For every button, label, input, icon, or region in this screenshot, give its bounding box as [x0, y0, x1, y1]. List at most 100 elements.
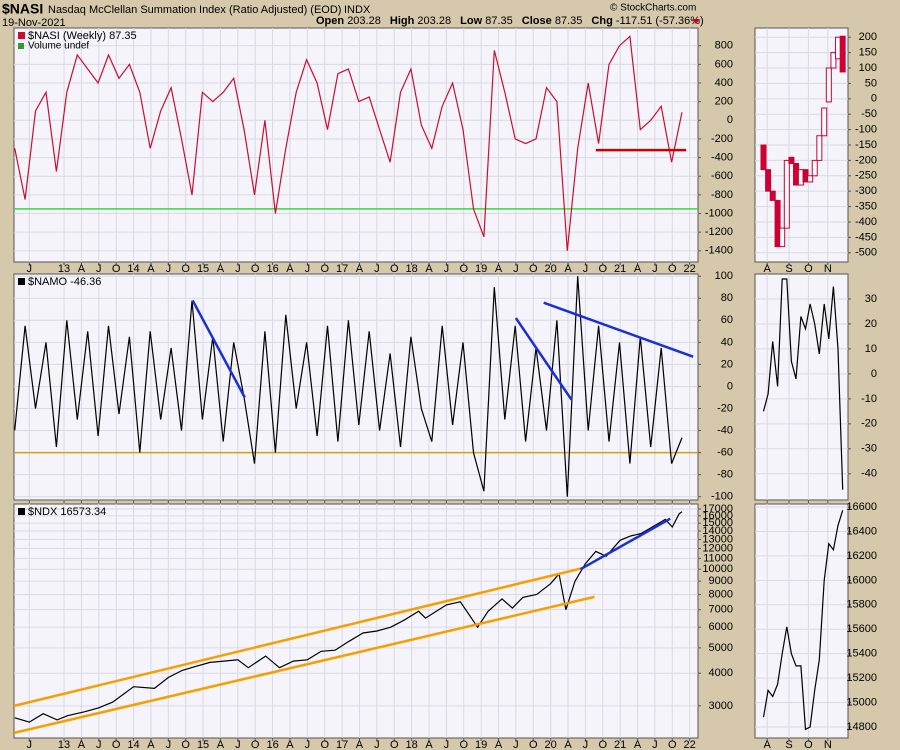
x-tick-label: A: [147, 263, 155, 275]
y-tick-label: -1400: [705, 245, 733, 257]
y-tick-label: -10: [861, 393, 877, 405]
candle-body: [769, 190, 776, 201]
x-tick-label: A: [564, 739, 572, 750]
x-tick-label: O: [459, 739, 468, 750]
x-tick-label: O: [320, 739, 329, 750]
y-tick-label: 15000: [702, 517, 733, 529]
quote: Open 203.28 High 203.28 Low 87.35 Close …: [316, 15, 704, 27]
x-tick-label: O: [598, 739, 607, 750]
y-tick-label: 600: [715, 58, 733, 70]
y-tick-label: 17000: [702, 503, 733, 515]
candle-body: [760, 144, 767, 171]
x-tick-label: J: [652, 739, 658, 750]
chart-title: Nasdaq McClellan Summation Index (Ratio …: [48, 4, 341, 16]
y-tick-label: -20: [861, 418, 877, 430]
candle-body: [830, 52, 837, 69]
x-tick-label: N: [824, 739, 832, 750]
y-tick-label: -350: [855, 200, 877, 212]
x-tick-label: A: [217, 263, 225, 275]
x-tick-label: O: [251, 263, 260, 275]
y-tick-label: -500: [855, 247, 877, 259]
legend-label: $NAMO -46.36: [28, 276, 101, 288]
x-tick-label: J: [652, 263, 658, 275]
y-tick-label: 12000: [702, 542, 733, 554]
series-line: [14, 511, 683, 723]
y-tick-label: 6000: [709, 621, 733, 633]
x-tick-label: 16: [266, 739, 278, 750]
y-tick-label: 4000: [709, 667, 733, 679]
x-tick-label: A: [634, 739, 642, 750]
x-tick-label: J: [96, 739, 102, 750]
x-tick-label: 21: [614, 739, 626, 750]
series-line: [14, 35, 683, 251]
y-tick-label: 15000: [846, 696, 877, 708]
y-tick-label: 30: [865, 293, 877, 305]
x-tick-label: 16: [266, 263, 278, 275]
x-tick-label: 18: [405, 263, 417, 275]
y-tick-label: -20: [717, 402, 733, 414]
candle-body: [811, 159, 818, 177]
x-tick-label: S: [785, 739, 792, 750]
y-tick-label: -80: [717, 469, 733, 481]
x-tick-label: J: [513, 263, 519, 275]
x-tick-label: O: [668, 739, 677, 750]
y-tick-label: 11000: [703, 552, 733, 564]
credit: © StockCharts.com: [610, 3, 696, 14]
x-tick-label: J: [166, 739, 172, 750]
x-tick-label: J: [444, 739, 450, 750]
y-tick-label: 3000: [709, 700, 733, 712]
x-tick-label: J: [374, 263, 380, 275]
y-tick-label: -200: [855, 154, 877, 166]
x-tick-label: J: [27, 739, 33, 750]
x-tick-label: J: [583, 739, 589, 750]
legend-swatch: [18, 508, 25, 515]
y-tick-label: 150: [859, 47, 877, 59]
legend-swatch: [18, 32, 25, 39]
x-tick-label: A: [286, 739, 294, 750]
x-tick-label: O: [804, 739, 813, 750]
y-tick-label: 15400: [846, 648, 877, 660]
x-tick-label: J: [235, 263, 241, 275]
x-tick-label: J: [166, 263, 172, 275]
x-tick-label: O: [112, 739, 121, 750]
y-tick-label: 14800: [846, 721, 877, 733]
panel: [13, 503, 699, 739]
x-tick-label: A: [763, 263, 771, 275]
y-tick-label: 80: [721, 292, 733, 304]
y-tick-label: 14000: [702, 525, 733, 537]
legend-label: Volume undef: [28, 41, 89, 52]
panel: [754, 503, 849, 739]
quote-label: Close: [522, 15, 552, 27]
x-tick-label: 20: [545, 263, 557, 275]
x-tick-label: O: [529, 739, 538, 750]
quote-value: -117.51 (-57.36%): [616, 15, 704, 27]
x-tick-label: 13: [58, 739, 70, 750]
down-arrow: [692, 19, 700, 24]
y-tick-label: 20: [865, 318, 877, 330]
y-tick-label: -60: [717, 447, 733, 459]
x-tick-label: O: [390, 739, 399, 750]
x-tick-label: O: [668, 263, 677, 275]
x-tick-label: 22: [684, 739, 696, 750]
y-tick-label: -1200: [705, 226, 733, 238]
candle-body: [825, 67, 832, 103]
x-tick-label: O: [598, 263, 607, 275]
x-tick-label: O: [181, 739, 190, 750]
y-tick-label: -600: [711, 170, 733, 182]
x-tick-label: A: [763, 739, 771, 750]
y-tick-label: 16200: [846, 550, 877, 562]
panel: [13, 273, 699, 501]
x-tick-label: A: [425, 263, 433, 275]
y-tick-label: 20: [721, 358, 733, 370]
trendline: [543, 301, 694, 358]
x-tick-label: J: [96, 263, 102, 275]
x-tick-label: 15: [197, 263, 209, 275]
y-tick-label: 16000: [846, 574, 877, 586]
x-tick-label: S: [785, 263, 792, 275]
y-tick-label: 15600: [846, 623, 877, 635]
y-tick-label: -40: [717, 424, 733, 436]
y-tick-label: 13000: [702, 533, 733, 545]
trendline: [13, 595, 595, 735]
quote-value: 203.28: [417, 15, 451, 27]
x-tick-label: A: [634, 263, 642, 275]
